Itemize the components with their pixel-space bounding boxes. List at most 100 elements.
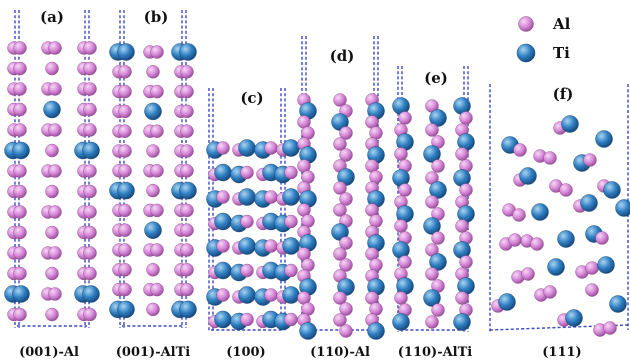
al-atom <box>559 183 573 197</box>
ti-atom <box>429 109 447 127</box>
al-atom <box>583 153 597 167</box>
al-atom <box>333 181 347 195</box>
al-atom <box>603 321 617 335</box>
ti-atom <box>429 181 447 199</box>
al-atom <box>118 223 132 237</box>
al-atom <box>118 263 132 277</box>
al-atom <box>333 291 347 305</box>
al-atom <box>83 82 97 96</box>
al-atom <box>83 184 97 199</box>
panel-c-caption: (100) <box>226 345 265 360</box>
ti-atom <box>392 313 410 331</box>
al-atom <box>398 255 412 269</box>
al-atom <box>180 203 194 218</box>
al-atom <box>118 282 132 297</box>
al-atom <box>83 102 97 117</box>
al-atom <box>83 307 97 322</box>
ti-atom <box>282 188 300 206</box>
al-atom <box>339 192 353 206</box>
panel-f-letter: (f) <box>553 85 574 103</box>
al-atom <box>530 237 544 251</box>
ti-atom <box>179 43 197 61</box>
al-atom <box>13 164 27 178</box>
al-atom <box>13 307 27 322</box>
al-atom <box>150 282 164 297</box>
al-atom <box>425 315 439 329</box>
ti-atom <box>453 313 471 331</box>
al-atom <box>339 236 353 250</box>
panel-a-letter: (a) <box>40 8 64 26</box>
al-atom <box>425 267 439 281</box>
al-atom <box>13 102 27 117</box>
al-atom <box>13 225 27 240</box>
al-atom <box>394 291 408 305</box>
ti-atom <box>238 237 256 255</box>
al-atom <box>431 231 445 245</box>
al-atom <box>48 82 62 96</box>
al-atom <box>118 144 132 158</box>
ti-atom <box>423 289 441 307</box>
al-atom <box>216 190 230 204</box>
al-atom <box>83 61 97 76</box>
legend-al-swatch <box>518 16 534 32</box>
ti-atom <box>609 295 627 313</box>
ti-atom <box>282 286 300 304</box>
al-atom <box>585 261 599 275</box>
al-atom <box>150 84 164 99</box>
al-atom <box>264 239 278 253</box>
al-atom <box>431 303 445 317</box>
panel-d-caption: (110)-Al <box>310 345 370 360</box>
ti-atom <box>282 139 300 157</box>
al-atom <box>216 141 230 155</box>
al-atom <box>264 288 278 302</box>
ti-atom <box>117 300 135 319</box>
al-atom <box>216 239 230 253</box>
al-atom <box>83 205 97 219</box>
al-atom <box>118 164 132 178</box>
al-atom <box>459 111 473 125</box>
al-atom <box>180 223 194 237</box>
al-atom <box>13 246 27 260</box>
al-atom <box>13 123 27 137</box>
al-atom <box>333 247 347 261</box>
ti-atom <box>238 139 256 157</box>
ti-atom <box>214 212 232 231</box>
al-atom <box>284 263 298 278</box>
al-atom <box>543 285 557 299</box>
legend: Al Ti <box>516 15 571 63</box>
al-atom <box>216 288 230 302</box>
al-atom <box>146 302 160 317</box>
legend-al-label: Al <box>552 15 571 33</box>
panel-e-letter: (e) <box>424 69 448 87</box>
ti-atom <box>82 141 100 160</box>
ti-atom <box>367 322 385 340</box>
ti-atom <box>214 261 232 280</box>
ti-atom <box>423 145 441 163</box>
legend-ti-swatch <box>516 43 536 63</box>
al-atom <box>13 41 27 55</box>
al-atom <box>118 104 132 119</box>
al-atom <box>48 123 62 137</box>
al-atom <box>150 124 164 138</box>
ti-atom <box>597 256 615 274</box>
ti-atom <box>12 141 30 160</box>
al-atom <box>339 302 353 316</box>
panel-b-letter: (b) <box>144 8 169 26</box>
ti-atom <box>179 300 197 319</box>
al-atom <box>339 126 353 140</box>
al-atom <box>146 144 160 158</box>
ti-atom <box>214 310 232 329</box>
ti-atom <box>179 181 197 200</box>
al-atom <box>585 283 599 297</box>
al-atom <box>240 312 254 327</box>
al-atom <box>431 159 445 173</box>
ti-atom <box>299 322 317 340</box>
unit-cell-outlines <box>14 10 629 332</box>
al-atom <box>146 183 160 198</box>
al-atom <box>180 164 194 178</box>
al-atom <box>83 123 97 137</box>
ti-atom <box>565 309 583 327</box>
al-atom <box>45 307 59 322</box>
al-atom <box>118 243 132 257</box>
al-atom <box>13 82 27 96</box>
